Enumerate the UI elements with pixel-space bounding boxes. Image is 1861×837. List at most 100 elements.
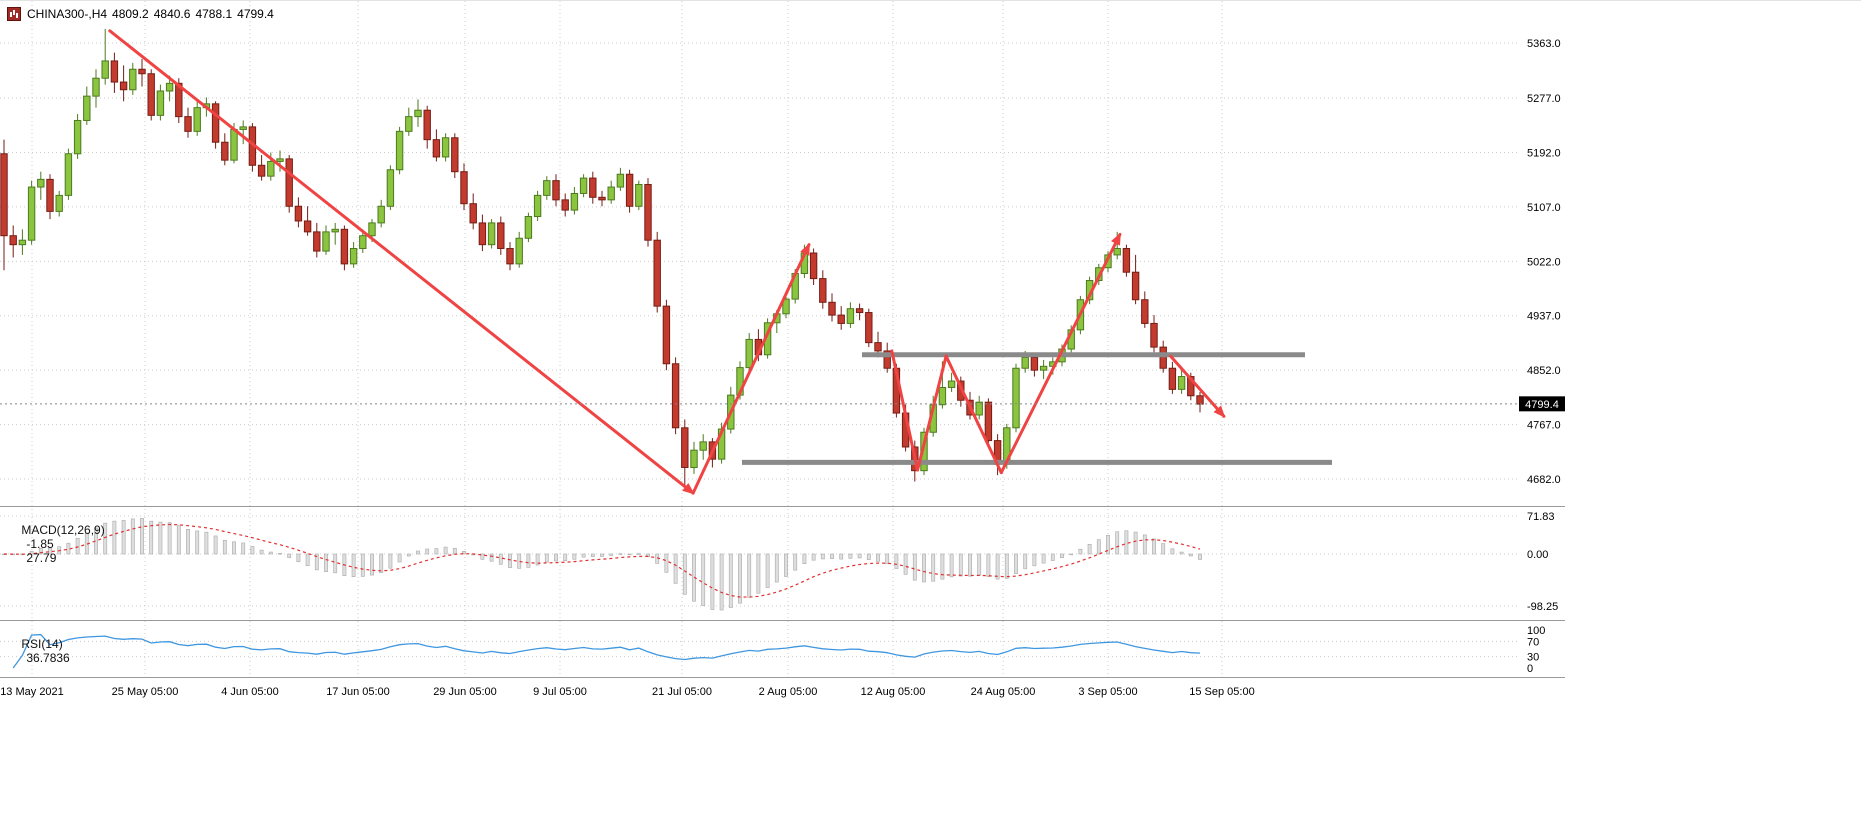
candle-body (313, 231, 321, 252)
macd-histogram-bar (701, 553, 706, 606)
candle-body (671, 363, 680, 429)
price-axis-label: 4682.0 (1527, 474, 1561, 486)
ohlc-high: 4840.6 (153, 7, 191, 21)
date-label: 17 Jun 05:00 (326, 686, 390, 698)
trend-line[interactable] (890, 349, 920, 472)
macd-histogram-bar (1004, 553, 1009, 579)
macd-histogram-bar (857, 553, 862, 559)
candle-body (809, 252, 818, 280)
macd-histogram-bar (1050, 553, 1055, 561)
candle-body (478, 222, 487, 246)
symbol-timeframe: CHINA300-,H4 (27, 7, 108, 21)
macd-histogram-bar (958, 553, 963, 577)
candle-body (294, 205, 303, 222)
macd-histogram-bar (682, 553, 687, 595)
macd-histogram-bar (222, 539, 227, 555)
macd-histogram-bar (268, 551, 273, 555)
candle-body (690, 449, 698, 468)
macd-histogram-bar (112, 520, 117, 555)
macd-histogram-bar (38, 547, 43, 555)
macd-histogram-bar (388, 553, 393, 569)
macd-histogram-bar (710, 553, 715, 610)
candle-body (662, 305, 671, 365)
macd-histogram-bar (1041, 553, 1046, 564)
rsi-axis-label: 100 (1527, 625, 1545, 637)
macd-histogram-bar (296, 553, 301, 563)
macd-histogram-bar (360, 553, 365, 577)
candle-body (561, 199, 569, 211)
candle-body (1187, 376, 1195, 397)
macd-histogram-bar (1078, 548, 1083, 555)
chart-window-icon (7, 7, 21, 21)
candle-body (653, 239, 661, 307)
chart-header: CHINA300-,H4 4809.2 4840.6 4788.1 4799.4 (7, 7, 274, 21)
macd-histogram-bar (489, 553, 494, 562)
candle-body (377, 205, 385, 224)
trend-line[interactable] (999, 232, 1122, 475)
ohlc-low: 4788.1 (195, 7, 233, 21)
candle-body (27, 186, 36, 241)
candle-body (506, 248, 514, 265)
macd-histogram-bar (1096, 539, 1101, 555)
date-label: 4 Jun 05:00 (221, 686, 279, 698)
macd-histogram-bar (931, 553, 936, 582)
macd-histogram-bar (416, 550, 420, 555)
candle-body (211, 103, 220, 143)
candle-body (1168, 367, 1177, 390)
macd-histogram-bar (802, 553, 807, 564)
macd-histogram-bar (250, 546, 255, 555)
macd-histogram-bar (434, 548, 439, 555)
macd-histogram-bar (636, 553, 641, 555)
macd-histogram-bar (609, 553, 614, 556)
macd-histogram-bar (968, 553, 972, 577)
macd-histogram-bar (535, 553, 540, 566)
macd-histogram-bar (158, 521, 163, 555)
trend-line[interactable] (1169, 354, 1226, 418)
candle-body (92, 77, 100, 97)
macd-axis-label: -98.25 (1527, 601, 1558, 613)
macd-histogram-bar (425, 548, 430, 555)
candle-body (487, 222, 496, 246)
macd-indicator-label: MACD(12,26,9) -1.85 27.79 (8, 509, 105, 579)
price-axis-label: 4767.0 (1527, 420, 1561, 432)
macd-histogram-bar (1014, 553, 1018, 574)
candle-body (368, 222, 376, 237)
candle-body (221, 141, 229, 161)
candle-body (0, 153, 8, 237)
date-label: 24 Aug 05:00 (971, 686, 1036, 698)
macd-main-value: -1.85 (26, 537, 54, 551)
candle-body (782, 298, 790, 315)
macd-histogram-bar (140, 518, 144, 555)
macd-histogram-bar (774, 553, 779, 583)
date-label: 21 Jul 05:00 (652, 686, 712, 698)
candle-body (1177, 376, 1186, 390)
candle-body (1039, 365, 1048, 371)
candle-body (386, 169, 395, 207)
candle-body (423, 109, 431, 141)
macd-histogram-bar (1060, 553, 1064, 558)
macd-histogram-bar (195, 530, 200, 555)
macd-histogram-bar (48, 547, 52, 555)
macd-histogram-bar (232, 541, 236, 555)
candle-body (175, 82, 183, 118)
macd-name: MACD(12,26,9) (21, 523, 105, 537)
trend-line[interactable] (108, 29, 695, 495)
macd-histogram-bar (1161, 543, 1166, 555)
macd-histogram-bar (1106, 535, 1110, 555)
candle-body (1131, 271, 1140, 301)
candle-body (129, 68, 137, 91)
macd-histogram-bar (462, 550, 466, 555)
macd-histogram-bar (839, 553, 844, 560)
macd-histogram-bar (333, 553, 338, 574)
rsi-name: RSI(14) (21, 637, 63, 651)
trend-line[interactable] (691, 242, 811, 495)
candle-body (1113, 248, 1121, 256)
macd-histogram-bar (1124, 530, 1129, 555)
trend-line[interactable] (916, 354, 948, 472)
candle-body (589, 177, 597, 198)
macd-histogram-bar (1179, 551, 1184, 555)
trend-line[interactable] (944, 354, 1003, 475)
macd-histogram-bar (287, 553, 292, 558)
macd-histogram-bar (1188, 553, 1193, 557)
